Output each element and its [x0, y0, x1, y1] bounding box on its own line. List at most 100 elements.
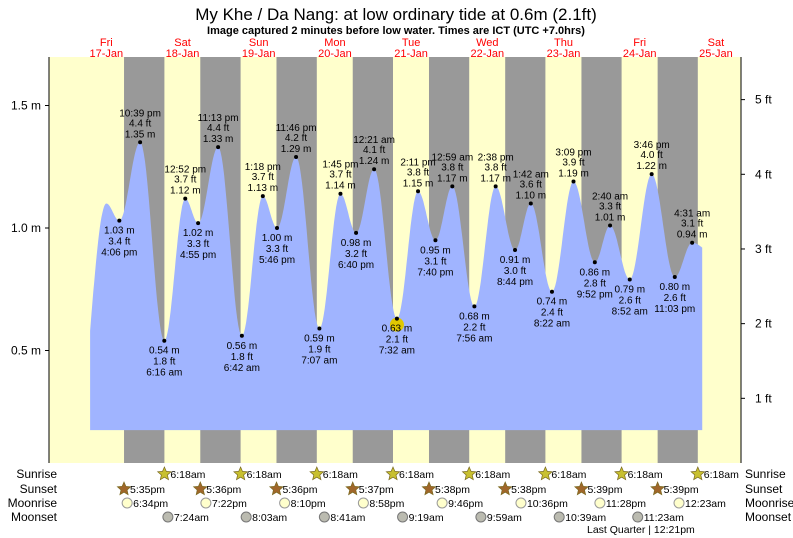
- tide-m-label: 0.74 m: [537, 297, 568, 308]
- tide-ft-label: 2.4 ft: [541, 308, 563, 319]
- tide-ft-label: 2.2 ft: [463, 322, 485, 333]
- tide-point: [294, 154, 299, 159]
- tide-time-label: 11:46 pm: [276, 123, 317, 134]
- tide-time-label: 7:32 am: [379, 346, 415, 357]
- tide-m-label: 0.95 m: [420, 245, 451, 256]
- sunrise-icon: [461, 466, 477, 481]
- tide-m-label: 1.03 m: [104, 226, 135, 237]
- sunrise-time: 6:18am: [475, 469, 510, 481]
- moonset-time: 11:23am: [644, 512, 684, 524]
- sunset-row-label-right: Sunset: [745, 482, 783, 496]
- tide-ft-label: 3.6 ft: [520, 180, 542, 191]
- tide-time-label: 7:40 pm: [417, 267, 453, 278]
- tide-point: [472, 304, 477, 309]
- moonrise-time: 7:22pm: [212, 498, 247, 510]
- tide-ft-label: 2.8 ft: [584, 278, 606, 289]
- chart-title: My Khe / Da Nang: at low ordinary tide a…: [195, 5, 597, 24]
- day-label: Mon: [324, 37, 345, 49]
- moonset-icon: [318, 511, 330, 523]
- sunrise-time: 6:18am: [247, 469, 282, 481]
- sunrise-time: 6:18am: [399, 469, 434, 481]
- tide-ft-label: 4.1 ft: [363, 145, 385, 156]
- tide-time-label: 8:52 am: [612, 306, 648, 317]
- tide-m-label: 1.15 m: [403, 178, 434, 189]
- tide-time-label: 6:40 pm: [338, 260, 374, 271]
- tide-point: [513, 248, 518, 253]
- tide-point: [433, 238, 438, 243]
- tide-ft-label: 2.6 ft: [664, 293, 686, 304]
- tide-point: [354, 230, 359, 235]
- tide-ft-label: 3.1 ft: [681, 219, 703, 230]
- moonrise-row-label-right: Moonrise: [745, 496, 793, 510]
- tide-m-label: 1.22 m: [636, 161, 667, 172]
- tide-time-label: 12:52 pm: [164, 165, 206, 176]
- tide-m-label: 0.63 m: [382, 324, 413, 335]
- tide-point: [592, 260, 597, 265]
- tide-time-label: 2:38 pm: [478, 152, 514, 163]
- sunset-time: 5:39pm: [664, 484, 699, 496]
- current-tide-marker: [389, 317, 404, 332]
- tide-time-label: 2:11 pm: [400, 157, 435, 168]
- tide-time-label: 11:03 pm: [654, 304, 695, 315]
- moonset-time: 8:41am: [330, 512, 365, 524]
- tide-time-label: 4:06 pm: [101, 248, 137, 259]
- tide-point: [627, 277, 632, 282]
- moonset-icon: [397, 511, 409, 523]
- sunset-time: 5:36pm: [282, 484, 317, 496]
- left-tick-label: 0.5 m: [11, 344, 41, 358]
- right-tick-label: 3 ft: [755, 242, 772, 256]
- day-label: Wed: [476, 37, 498, 49]
- tide-ft-label: 2.1 ft: [386, 335, 408, 346]
- tide-point: [216, 145, 221, 150]
- tide-ft-label: 1.8 ft: [231, 352, 253, 363]
- day-label: Sat: [708, 37, 725, 49]
- tide-m-label: 1.17 m: [437, 173, 468, 184]
- tide-time-label: 5:46 pm: [259, 255, 295, 266]
- tide-ft-label: 3.3 ft: [187, 239, 209, 250]
- moonset-row-label: Moonset: [11, 510, 58, 524]
- tide-m-label: 1.19 m: [558, 168, 589, 179]
- tide-m-label: 1.12 m: [170, 186, 201, 197]
- tide-m-label: 1.02 m: [183, 228, 214, 239]
- moonrise-icon: [436, 497, 448, 509]
- sunset-icon: [192, 481, 208, 496]
- moon-phase-label: Last Quarter | 12:21pm: [587, 524, 695, 536]
- right-tick-label: 2 ft: [755, 317, 772, 331]
- sunrise-row-label-right: Sunrise: [745, 467, 786, 481]
- tide-point: [649, 172, 654, 177]
- moonset-row-label-right: Moonset: [745, 510, 792, 524]
- tide-point: [528, 201, 533, 206]
- tide-point: [338, 191, 343, 196]
- tide-ft-label: 3.8 ft: [407, 167, 429, 178]
- tide-m-label: 0.94 m: [677, 230, 708, 241]
- tide-ft-label: 4.0 ft: [641, 150, 663, 161]
- moonrise-icon: [673, 497, 685, 509]
- tide-ft-label: 3.0 ft: [504, 266, 526, 277]
- tide-time-label: 2:40 am: [592, 192, 628, 203]
- tide-m-label: 1.01 m: [595, 213, 626, 224]
- tide-point: [183, 196, 188, 201]
- tide-time-label: 1:42 am: [513, 170, 549, 181]
- sunset-row-label: Sunset: [20, 482, 58, 496]
- tide-point: [260, 194, 265, 199]
- tide-point: [690, 240, 695, 245]
- moonset-time: 7:24am: [174, 512, 209, 524]
- left-tick-label: 1.0 m: [11, 221, 41, 235]
- sunset-icon: [116, 481, 132, 496]
- sunset-time: 5:37pm: [359, 484, 394, 496]
- tide-point: [372, 167, 377, 172]
- tide-time-label: 12:59 am: [431, 152, 473, 163]
- tide-point: [394, 316, 399, 321]
- tide-point: [493, 184, 498, 189]
- tide-ft-label: 1.9 ft: [308, 344, 330, 355]
- tide-m-label: 0.86 m: [580, 267, 611, 278]
- tide-ft-label: 3.3 ft: [599, 202, 621, 213]
- tide-m-label: 1.29 m: [281, 144, 312, 155]
- right-tick-label: 5 ft: [755, 93, 772, 107]
- sunrise-icon: [690, 466, 706, 481]
- tide-ft-label: 3.7 ft: [252, 172, 274, 183]
- tide-point: [672, 275, 677, 279]
- tide-m-label: 0.80 m: [659, 282, 690, 293]
